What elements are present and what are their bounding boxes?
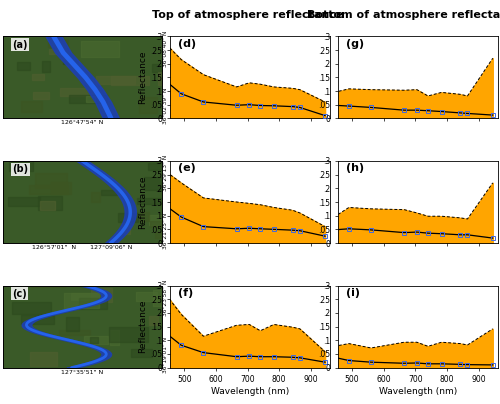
- Y-axis label: Reflectance: Reflectance: [138, 300, 147, 354]
- Text: (f): (f): [178, 288, 194, 298]
- Y-axis label: Reflectance: Reflectance: [138, 50, 147, 104]
- Text: Top of atmosphere reflectance: Top of atmosphere reflectance: [152, 10, 343, 20]
- Bar: [110, 330, 119, 345]
- Bar: [136, 292, 158, 301]
- Bar: [81, 41, 118, 57]
- Bar: [51, 182, 72, 194]
- X-axis label: 127°35'51" N: 127°35'51" N: [61, 370, 104, 375]
- Bar: [17, 62, 30, 70]
- Bar: [90, 337, 98, 343]
- Text: (i): (i): [346, 288, 360, 298]
- X-axis label: 126°47'54" N: 126°47'54" N: [61, 120, 104, 126]
- Bar: [40, 201, 54, 210]
- Text: (a): (a): [12, 40, 28, 50]
- Bar: [53, 39, 68, 53]
- Bar: [149, 316, 158, 325]
- Bar: [108, 327, 148, 342]
- Bar: [118, 213, 138, 222]
- Bar: [58, 330, 90, 335]
- Bar: [36, 173, 68, 188]
- X-axis label: Wavelength (nm): Wavelength (nm): [211, 387, 289, 396]
- Bar: [122, 226, 130, 234]
- Bar: [102, 189, 116, 195]
- Bar: [150, 221, 184, 227]
- Text: (g): (g): [346, 39, 364, 49]
- Text: (h): (h): [346, 164, 364, 173]
- X-axis label: Wavelength (nm): Wavelength (nm): [378, 387, 457, 396]
- Bar: [79, 298, 107, 309]
- Bar: [48, 49, 64, 55]
- Y-axis label: Reflectance: Reflectance: [138, 175, 147, 229]
- Bar: [154, 232, 182, 238]
- X-axis label: 126°57'01"  N       127°09'06" N: 126°57'01" N 127°09'06" N: [32, 245, 132, 250]
- Bar: [32, 74, 44, 80]
- Bar: [69, 95, 107, 103]
- Bar: [138, 198, 176, 204]
- Bar: [38, 196, 62, 210]
- Bar: [8, 197, 40, 206]
- Bar: [152, 290, 176, 306]
- Bar: [64, 293, 98, 308]
- Bar: [136, 212, 149, 221]
- Bar: [12, 302, 51, 314]
- Bar: [148, 215, 167, 225]
- Bar: [60, 88, 93, 96]
- Bar: [71, 293, 99, 300]
- Text: (e): (e): [178, 164, 196, 173]
- Bar: [138, 97, 158, 113]
- Bar: [148, 163, 172, 170]
- Bar: [20, 315, 54, 324]
- Bar: [158, 72, 169, 85]
- Text: (c): (c): [12, 289, 27, 299]
- Text: Bottom of atmosphere reflectance: Bottom of atmosphere reflectance: [308, 10, 500, 20]
- Bar: [42, 61, 50, 72]
- Bar: [31, 278, 66, 287]
- Bar: [144, 177, 182, 190]
- Bar: [90, 192, 100, 202]
- Bar: [86, 97, 94, 102]
- Bar: [66, 317, 79, 331]
- Bar: [9, 158, 33, 170]
- Bar: [96, 76, 134, 84]
- Bar: [111, 76, 148, 85]
- Bar: [30, 352, 57, 366]
- Text: (b): (b): [12, 164, 28, 174]
- Bar: [91, 288, 112, 302]
- Bar: [21, 101, 42, 112]
- Bar: [48, 41, 66, 47]
- Bar: [28, 185, 68, 194]
- Bar: [152, 64, 192, 72]
- Bar: [62, 60, 78, 64]
- Bar: [33, 92, 49, 99]
- Text: (d): (d): [178, 39, 197, 49]
- Bar: [84, 336, 108, 344]
- Bar: [132, 349, 152, 357]
